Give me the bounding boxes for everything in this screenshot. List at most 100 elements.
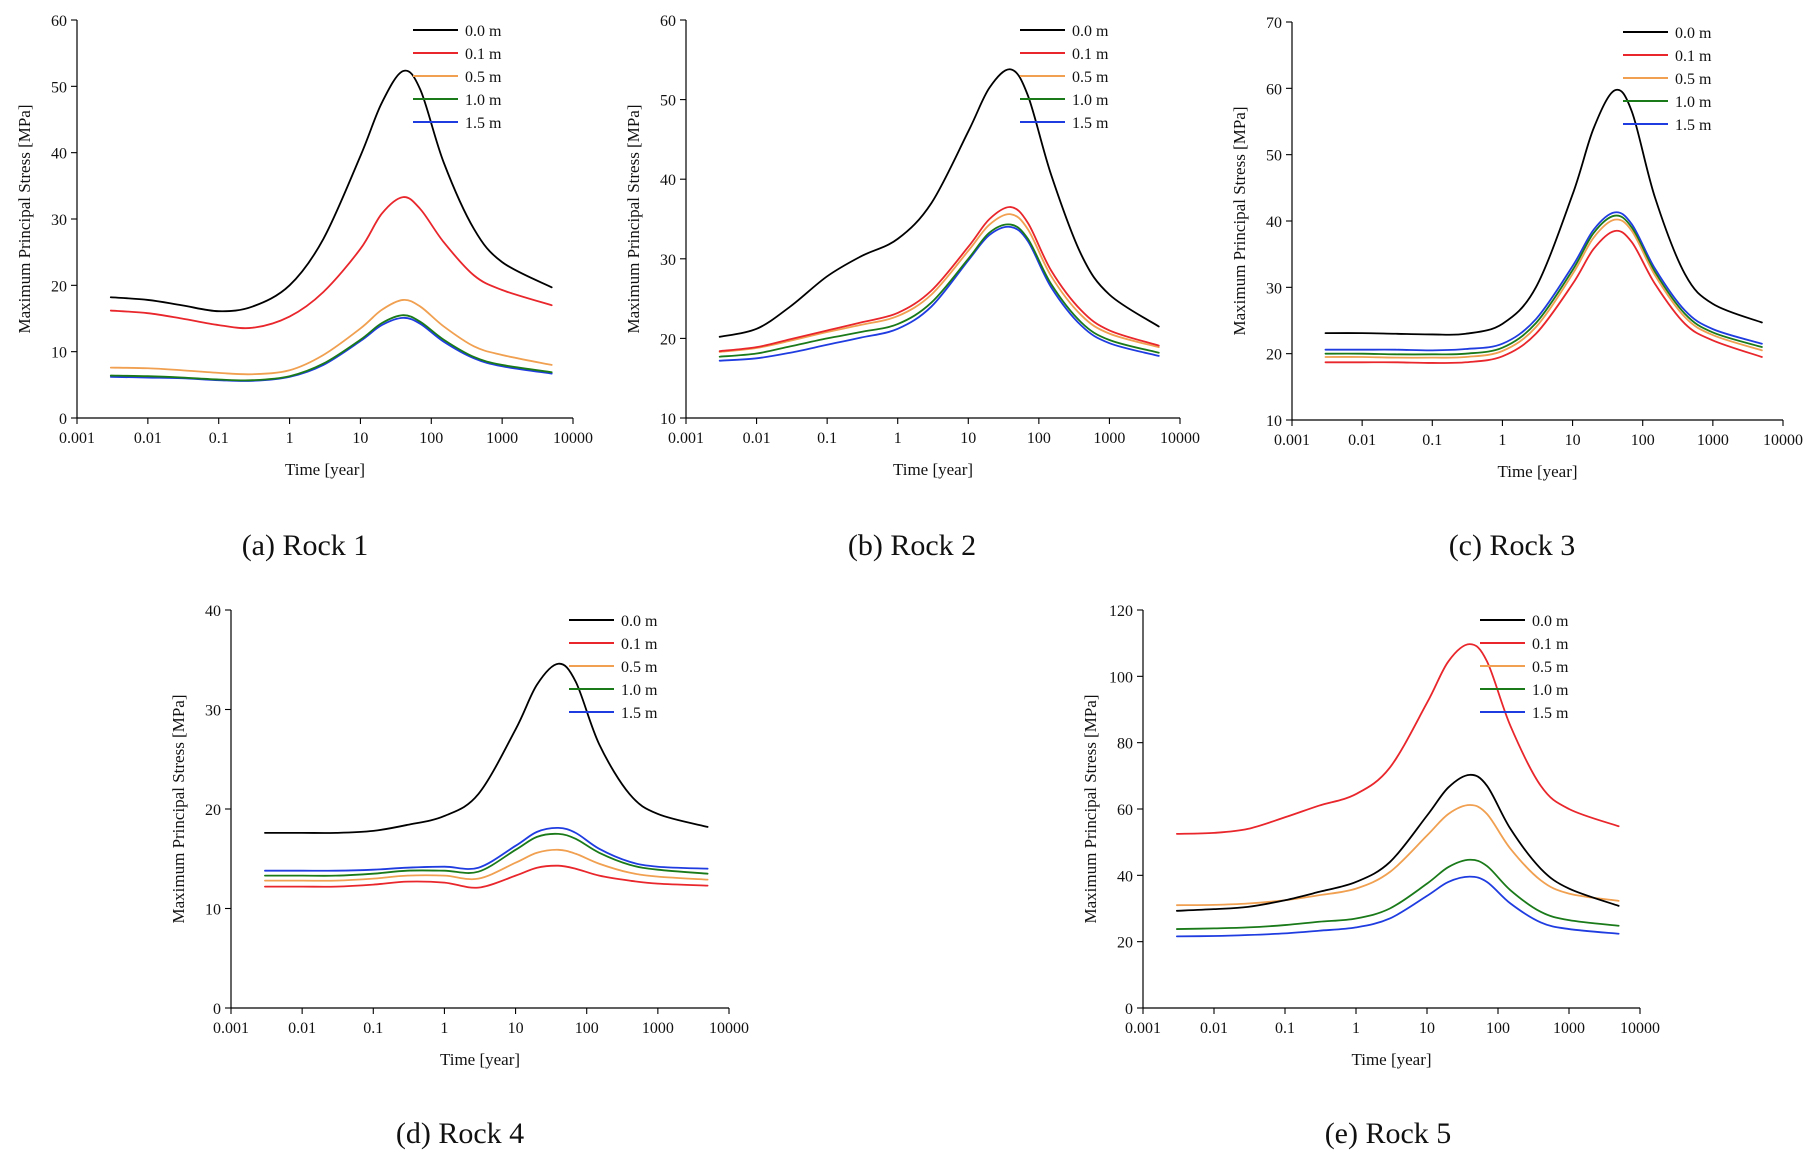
legend-label-e: 0.5 m [1532,659,1569,676]
x-tick-label-e: 0.001 [1125,1020,1161,1037]
x-tick-label-b: 100 [1027,430,1051,447]
y-tick-label-a: 30 [51,212,67,229]
x-tick-label-a: 10000 [553,430,593,447]
legend-label-b: 1.0 m [1072,92,1109,109]
y-axis-title-a: Maximum Principal Stress [MPa] [15,104,34,333]
series-line-e-0p0m [1175,773,1620,912]
x-tick-label-a: 0.001 [59,430,95,447]
x-axis-title-e: Time [year] [1351,1050,1431,1069]
legend-label-e: 0.1 m [1532,636,1569,653]
y-tick-label-c: 40 [1266,214,1282,231]
x-tick-label-a: 1000 [486,430,518,447]
series-line-b-1p0m [718,223,1160,358]
x-tick-label-a: 1 [286,430,294,447]
x-tick-label-d: 100 [575,1020,599,1037]
y-axis-title-c: Maximum Principal Stress [MPa] [1230,106,1249,335]
series-line-c-1p5m [1324,211,1763,352]
legend-label-a: 0.5 m [465,69,502,86]
chart-panel-d: 0.001 0.01 0.1 1 10 100 1000 10000 0 10 20 30 40 Time… [169,603,749,1069]
y-tick-label-e: 40 [1117,868,1133,885]
y-tick-label-e: 60 [1117,802,1133,819]
panel-caption-c: (c) Rock 3 [1449,529,1576,562]
x-tick-label-c: 0.001 [1274,432,1310,449]
x-tick-label-b: 0.01 [743,430,771,447]
y-tick-label-e: 80 [1117,736,1133,753]
y-tick-label-c: 50 [1266,148,1282,165]
y-tick-label-b: 20 [660,331,676,348]
series-line-e-0p1m [1175,643,1620,835]
y-tick-label-d: 20 [205,802,221,819]
legend-label-e: 1.5 m [1532,705,1569,722]
legend-label-c: 1.0 m [1675,94,1712,111]
y-tick-label-e: 120 [1109,603,1133,620]
series-line-a-1p0m [109,314,553,382]
x-tick-label-c: 0.1 [1422,432,1442,449]
y-tick-label-c: 70 [1266,15,1282,32]
y-tick-label-d: 30 [205,703,221,720]
series-line-e-1p5m [1175,875,1620,938]
x-tick-label-b: 0.1 [817,430,837,447]
legend-label-d: 1.5 m [621,705,658,722]
x-tick-label-b: 1 [894,430,902,447]
x-tick-label-d: 0.01 [288,1020,316,1037]
x-tick-label-a: 100 [419,430,443,447]
x-axis-title-d: Time [year] [440,1050,520,1069]
legend-label-d: 1.0 m [621,682,658,699]
y-tick-label-b: 60 [660,13,676,30]
legend-label-d: 0.0 m [621,613,658,630]
x-tick-label-e: 1000 [1553,1020,1585,1037]
series-line-c-0p5m [1324,218,1763,359]
legend-label-c: 0.5 m [1675,71,1712,88]
x-tick-label-b: 0.001 [668,430,704,447]
legend-label-c: 0.1 m [1675,48,1712,65]
panel-caption-b: (b) Rock 2 [848,529,976,562]
y-tick-label-e: 0 [1125,1001,1133,1018]
x-tick-label-d: 1 [440,1020,448,1037]
x-tick-label-d: 1000 [642,1020,674,1037]
y-tick-label-b: 40 [660,172,676,189]
chart-panel-c: 0.001 0.01 0.1 1 10 100 1000 10000 10 20 30 40 50 60 7… [1230,15,1803,481]
x-tick-label-b: 10 [960,430,976,447]
y-axis-title-b: Maximum Principal Stress [MPa] [624,104,643,333]
legend-label-a: 0.1 m [465,46,502,63]
series-line-c-1p0m [1324,214,1763,356]
x-tick-label-c: 10000 [1763,432,1803,449]
series-line-d-1p0m [264,832,709,877]
panel-caption-e: (e) Rock 5 [1325,1117,1452,1150]
series-line-d-1p5m [264,826,709,872]
y-axis-title-e: Maximum Principal Stress [MPa] [1081,694,1100,923]
x-tick-label-b: 1000 [1093,430,1125,447]
legend-label-b: 1.5 m [1072,115,1109,132]
x-tick-label-d: 0.001 [213,1020,249,1037]
legend-label-d: 0.1 m [621,636,658,653]
legend-label-a: 1.0 m [465,92,502,109]
series-line-a-0p0m [109,69,553,313]
panel-caption-d: (d) Rock 4 [396,1117,524,1150]
legend-label-b: 0.1 m [1072,46,1109,63]
legend-label-c: 0.0 m [1675,25,1712,42]
series-line-c-0p0m [1324,88,1763,336]
x-tick-label-c: 1000 [1697,432,1729,449]
y-tick-label-b: 30 [660,252,676,269]
y-tick-label-e: 100 [1109,669,1133,686]
series-line-b-0p1m [718,206,1160,353]
x-tick-label-c: 0.01 [1348,432,1376,449]
y-tick-label-d: 40 [205,603,221,620]
series-line-e-0p5m [1175,804,1620,907]
x-tick-label-e: 0.01 [1200,1020,1228,1037]
x-axis-title-a: Time [year] [285,460,365,479]
series-line-e-1p0m [1175,858,1620,930]
series-line-d-0p5m [264,848,709,882]
x-tick-label-a: 0.01 [134,430,162,447]
x-tick-label-a: 0.1 [209,430,229,447]
series-line-b-0p5m [718,213,1160,353]
x-axis-title-b: Time [year] [893,460,973,479]
legend-label-b: 0.5 m [1072,69,1109,86]
x-tick-label-e: 10 [1419,1020,1435,1037]
x-tick-label-c: 100 [1631,432,1655,449]
series-line-a-0p5m [109,298,553,376]
y-tick-label-c: 20 [1266,347,1282,364]
y-tick-label-a: 50 [51,79,67,96]
